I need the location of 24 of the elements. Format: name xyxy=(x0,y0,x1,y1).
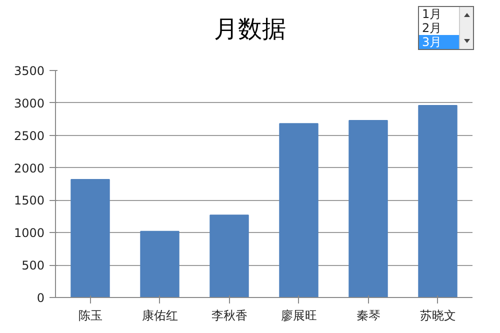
y-tick-label: 1500 xyxy=(14,194,45,208)
y-tick-label: 2500 xyxy=(14,128,45,143)
bar xyxy=(418,105,458,298)
y-tick-label: 1000 xyxy=(14,226,45,240)
y-tick-label: 2000 xyxy=(14,161,45,176)
y-tick-label: 500 xyxy=(22,258,44,273)
y-tick-label: 0 xyxy=(36,291,45,305)
x-tick-label: 康佑红 xyxy=(142,308,178,322)
text: 2月 xyxy=(421,21,443,35)
bar xyxy=(348,120,388,298)
text: 3月 xyxy=(419,35,459,49)
x-tick-label: 陈玉 xyxy=(78,308,102,322)
bar xyxy=(140,230,180,298)
chart-title: 月数据 xyxy=(214,15,286,43)
x-tick-label: 廖展旺 xyxy=(280,308,317,322)
y-tick-label: 3000 xyxy=(14,96,45,110)
x-tick-label: 秦琴 xyxy=(356,308,380,322)
x-tick-label: 苏晓文 xyxy=(420,308,456,322)
text: 1月 xyxy=(421,7,443,21)
y-tick-label: 3500 xyxy=(14,64,45,78)
bar xyxy=(70,178,110,298)
x-tick-label: 李秋香 xyxy=(211,308,248,322)
bar xyxy=(210,214,249,298)
bar xyxy=(279,123,318,298)
